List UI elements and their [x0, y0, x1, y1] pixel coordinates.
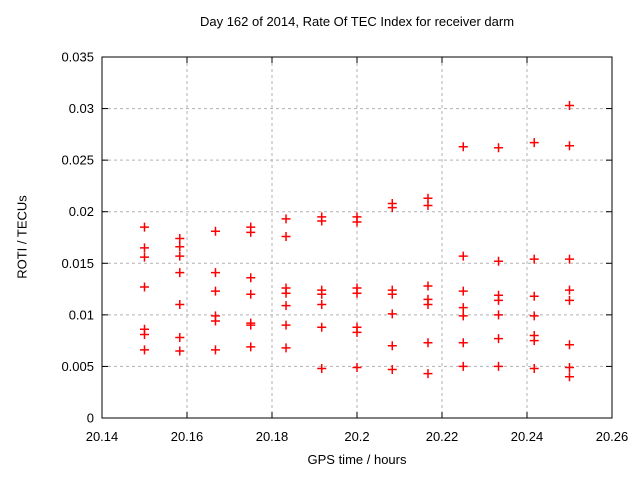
data-point-plus — [387, 365, 397, 375]
data-point-plus — [565, 340, 574, 350]
y-tick-label: 0 — [87, 411, 94, 426]
data-point-plus — [210, 316, 220, 326]
x-tick-label: 20.22 — [426, 429, 459, 444]
data-point-plus — [565, 100, 574, 110]
data-point-plus — [175, 242, 185, 252]
x-tick-label: 20.16 — [171, 429, 204, 444]
data-point-plus — [423, 338, 433, 348]
data-point-plus — [458, 338, 468, 348]
y-tick-label: 0.01 — [69, 307, 94, 322]
y-axis-label: ROTI / TECUs — [14, 195, 30, 279]
data-point-plus — [140, 252, 149, 262]
data-point-plus — [387, 203, 397, 213]
data-point-plus — [175, 268, 185, 278]
data-point-plus — [423, 281, 433, 291]
x-tick-label: 20.26 — [596, 429, 629, 444]
data-point-plus — [175, 333, 185, 343]
data-point-plus — [458, 303, 468, 313]
data-point-plus — [529, 363, 539, 373]
data-point-plus — [175, 251, 185, 261]
data-point-plus — [494, 295, 504, 305]
data-point-plus — [565, 254, 574, 264]
data-point-plus — [565, 285, 574, 295]
data-point-plus — [494, 143, 504, 153]
data-point-plus — [140, 243, 149, 253]
data-point-plus — [246, 273, 256, 283]
data-point-plus — [494, 256, 504, 266]
data-point-plus — [494, 361, 504, 371]
data-point-plus — [423, 201, 433, 211]
data-point-plus — [352, 362, 362, 372]
data-point-plus — [529, 291, 539, 301]
x-tick-label: 20.18 — [256, 429, 289, 444]
data-point-plus — [352, 217, 362, 227]
data-point-plus — [529, 336, 539, 346]
data-point-plus — [140, 345, 149, 355]
data-point-plus — [281, 301, 291, 311]
data-point-plus — [175, 234, 185, 244]
data-point-plus — [281, 320, 291, 330]
data-point-plus — [281, 214, 291, 224]
data-point-plus — [458, 361, 468, 371]
data-point-plus — [175, 300, 185, 310]
data-point-plus — [423, 300, 433, 310]
data-point-plus — [458, 251, 468, 261]
data-point-plus — [317, 289, 327, 299]
data-point-plus — [317, 322, 327, 332]
data-point-plus — [140, 282, 149, 292]
y-tick-label: 0.03 — [69, 101, 94, 116]
y-tick-label: 0.025 — [61, 153, 94, 168]
x-tick-label: 20.2 — [344, 429, 369, 444]
data-point-plus — [423, 369, 433, 379]
data-point-plus — [210, 345, 220, 355]
data-point-plus — [140, 222, 149, 232]
data-point-plus — [352, 327, 362, 337]
data-point-plus — [246, 342, 256, 352]
chart-title: Day 162 of 2014, Rate Of TEC Index for r… — [199, 14, 515, 29]
data-point-plus — [387, 289, 397, 299]
data-point-plus — [281, 231, 291, 241]
data-point-plus — [210, 286, 220, 296]
data-point-plus — [281, 288, 291, 298]
data-point-plus — [458, 286, 468, 296]
y-tick-label: 0.005 — [61, 359, 94, 374]
data-point-plus — [565, 295, 574, 305]
data-point-plus — [317, 363, 327, 373]
data-point-plus — [565, 141, 574, 151]
y-tick-label: 0.035 — [61, 50, 94, 65]
x-tick-label: 20.14 — [86, 429, 119, 444]
data-point-plus — [565, 362, 574, 372]
data-point-plus — [387, 341, 397, 351]
data-point-plus — [210, 268, 220, 278]
data-point-plus — [210, 226, 220, 236]
x-axis-label: GPS time / hours — [307, 452, 407, 467]
data-point-plus — [494, 310, 504, 320]
data-point-plus — [317, 216, 327, 226]
data-point-plus — [281, 343, 291, 353]
data-point-plus — [140, 329, 149, 339]
data-point-plus — [458, 142, 468, 152]
data-point-plus — [494, 334, 504, 344]
data-point-plus — [387, 309, 397, 319]
data-point-plus — [352, 288, 362, 298]
data-point-plus — [529, 254, 539, 264]
data-point-plus — [246, 289, 256, 299]
data-point-plus — [458, 311, 468, 321]
data-point-plus — [565, 372, 574, 382]
data-point-plus — [317, 300, 327, 310]
data-point-plus — [529, 311, 539, 321]
x-tick-label: 20.24 — [511, 429, 544, 444]
data-point-plus — [246, 320, 256, 330]
data-point-plus — [246, 227, 256, 237]
data-point-plus — [529, 138, 539, 148]
y-tick-label: 0.015 — [61, 256, 94, 271]
y-tick-label: 0.02 — [69, 204, 94, 219]
data-point-plus — [175, 346, 185, 356]
